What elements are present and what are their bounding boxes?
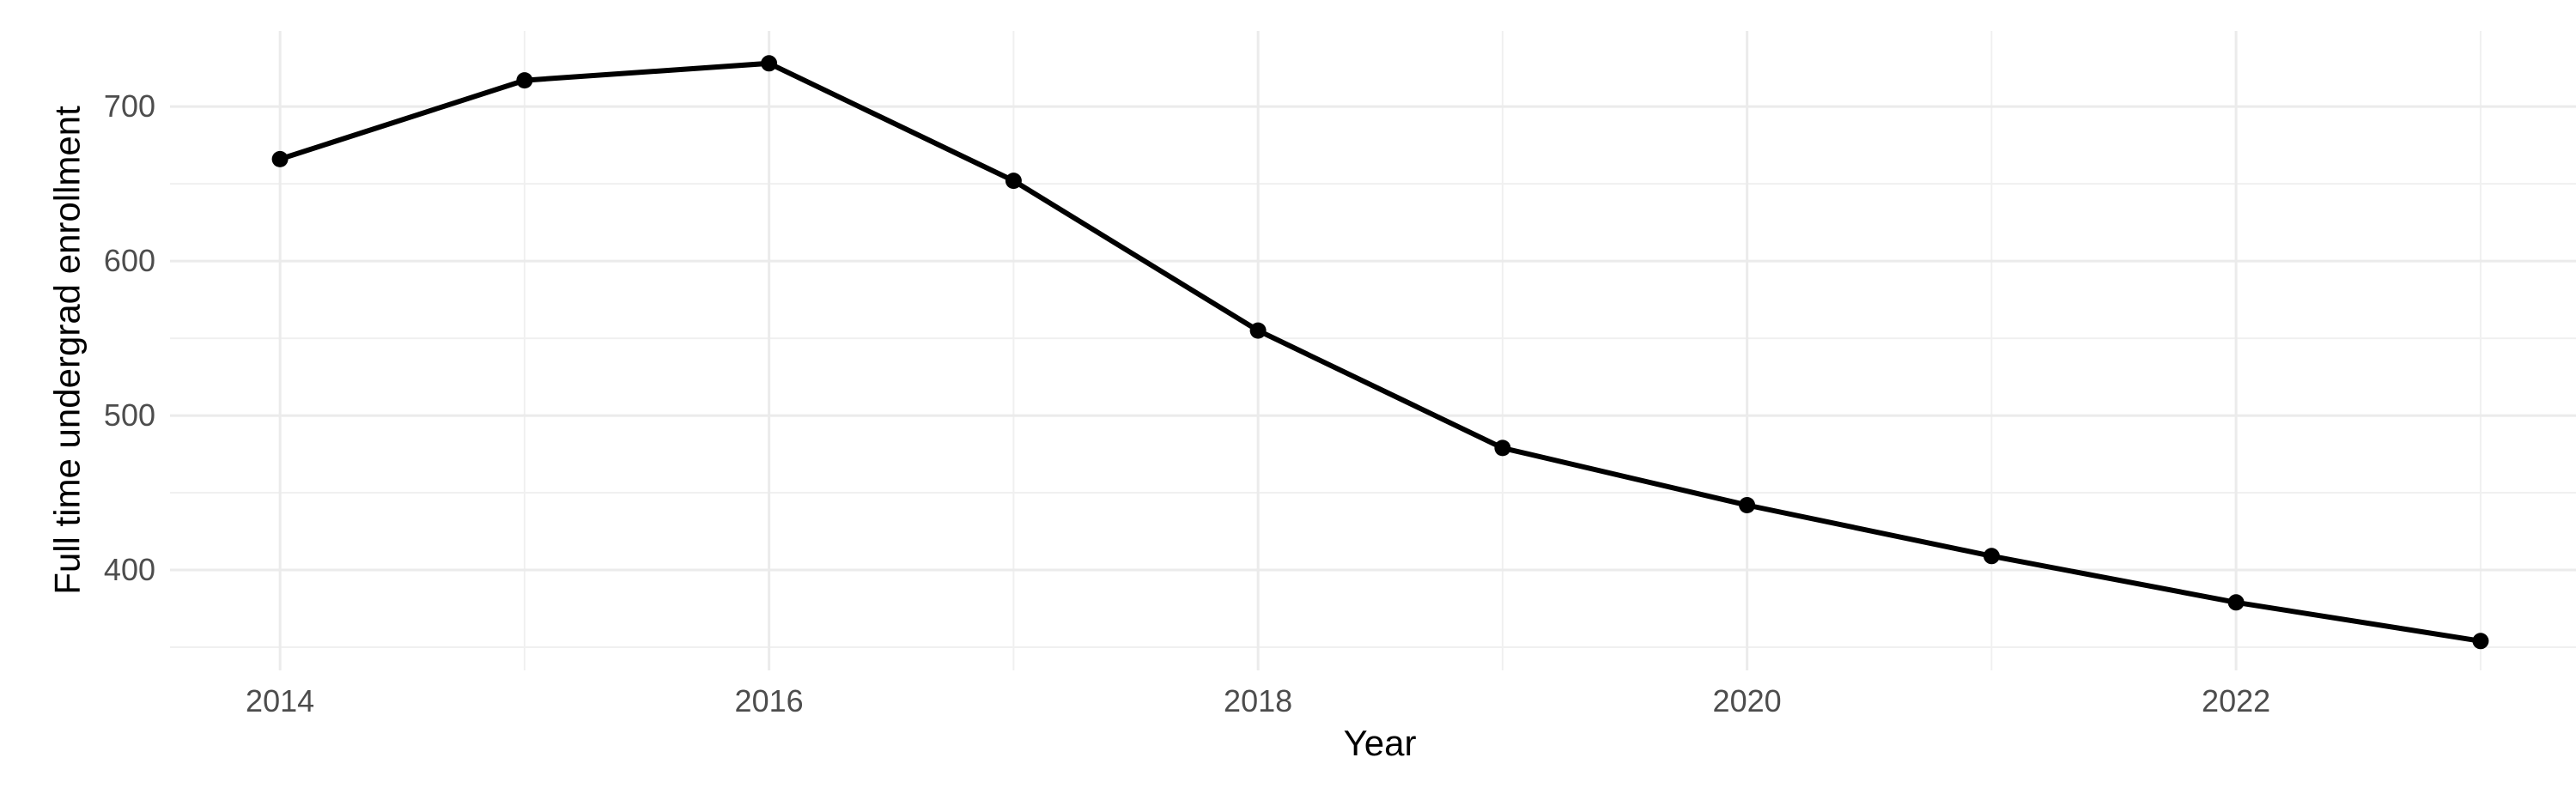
enrollment-trend-line — [277, 60, 2483, 644]
data-point-2019 — [1494, 439, 1511, 457]
data-point-2021 — [1983, 548, 2000, 565]
data-series-enrollment — [271, 55, 2489, 650]
y-tick-label-600: 600 — [104, 243, 155, 278]
x-tick-label-2016: 2016 — [735, 683, 804, 718]
x-axis-tick-labels: 2014 2016 2018 2020 2022 — [246, 683, 2270, 718]
minor-gridlines — [170, 31, 2576, 670]
y-axis-title: Full time undergrad enrollment — [47, 106, 88, 595]
major-gridlines — [170, 31, 2576, 670]
data-point-2022 — [2227, 594, 2245, 611]
x-tick-label-2018: 2018 — [1224, 683, 1292, 718]
data-point-2014 — [271, 150, 289, 167]
data-point-2016 — [761, 55, 778, 72]
y-tick-label-400: 400 — [104, 552, 155, 587]
x-tick-label-2020: 2020 — [1713, 683, 1782, 718]
y-axis-tick-labels: 700 600 500 400 — [104, 88, 155, 587]
data-point-2015 — [516, 72, 533, 89]
x-axis-title: Year — [1344, 723, 1417, 763]
data-point-2018 — [1249, 322, 1267, 339]
data-point-2017 — [1005, 173, 1022, 190]
data-point-2023 — [2472, 633, 2489, 650]
y-tick-label-500: 500 — [104, 397, 155, 433]
data-point-2020 — [1739, 497, 1756, 513]
line-chart-canvas: 2014 2016 2018 2020 2022 700 600 500 400 Full t… — [47, 31, 2576, 763]
x-tick-label-2014: 2014 — [246, 683, 314, 718]
x-tick-label-2022: 2022 — [2202, 683, 2270, 718]
y-tick-label-700: 700 — [104, 88, 155, 124]
enrollment-line-chart: 2014 2016 2018 2020 2022 700 600 500 400 Full t… — [34, 14, 2576, 786]
